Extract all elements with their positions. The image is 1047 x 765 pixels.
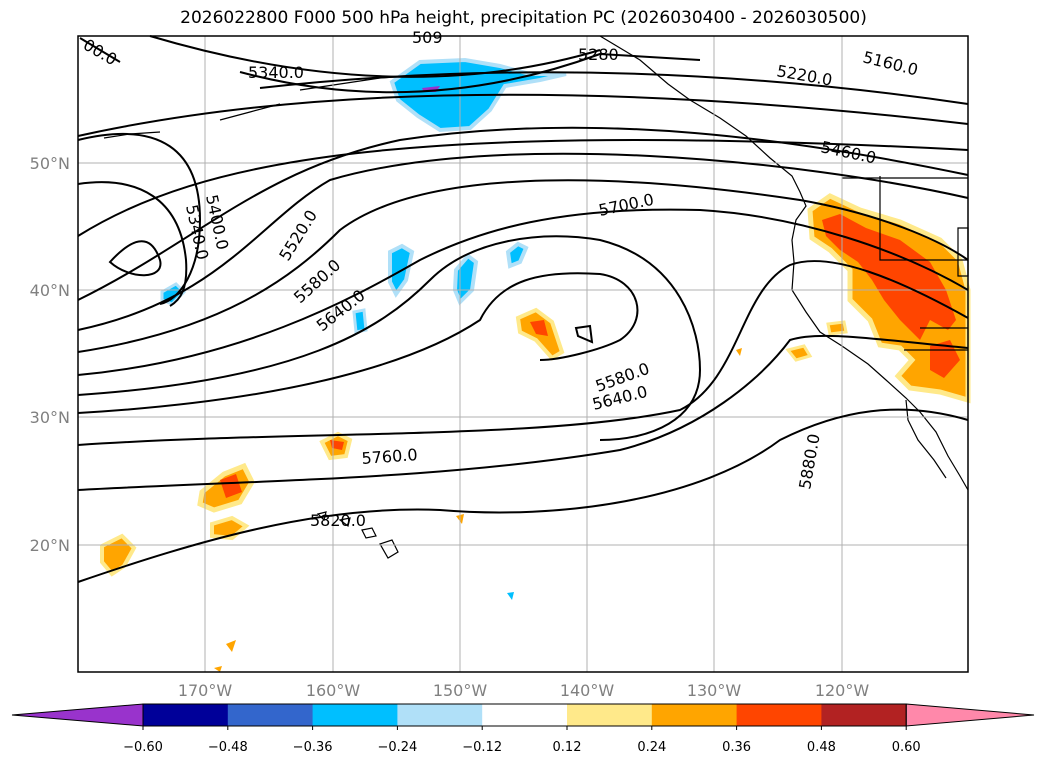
latitude-tick-labels: 50°N 40°N 30°N 20°N: [30, 154, 70, 555]
contour-label: 5700.0: [597, 190, 656, 220]
lat-tick-label: 50°N: [30, 154, 70, 173]
colorbar: −0.60 −0.48 −0.36 −0.24 −0.12 0.12 0.24 0.36 0.4…: [11, 703, 1035, 755]
colorbar-tick-label: 0.12: [553, 740, 582, 755]
contour-label: 00.0: [80, 35, 120, 69]
height-contours: [77, 35, 969, 583]
contour-label-group: 5340.0 5280 5220.0 5160.0 5460.0 5400.0 …: [80, 28, 920, 530]
map-frame: [77, 35, 969, 673]
colorbar-swatch: [397, 704, 483, 726]
lon-tick-label: 170°W: [178, 681, 233, 700]
colorbar-tick-label: 0.60: [892, 740, 921, 755]
colorbar-tick-label: 0.48: [807, 740, 836, 755]
precipitation-shading: [100, 57, 971, 672]
colorbar-swatch: [736, 704, 822, 726]
colorbar-tick-label: 0.36: [722, 740, 751, 755]
lat-tick-label: 40°N: [30, 281, 70, 300]
colorbar-tick-label: −0.24: [377, 740, 417, 755]
longitude-tick-labels: 170°W 160°W 150°W 140°W 130°W 120°W: [178, 681, 870, 700]
contour-label: 5760.0: [361, 445, 418, 468]
contour-label: 5820.0: [310, 511, 366, 530]
contour-label: 5340.0: [248, 63, 304, 82]
colorbar-tick-label: −0.48: [208, 740, 248, 755]
contour-label: 5280: [578, 45, 619, 64]
colorbar-swatch: [651, 704, 738, 726]
lon-tick-label: 120°W: [815, 681, 870, 700]
colorbar-swatch: [227, 704, 314, 726]
map-title: 2026022800 F000 500 hPa height, precipit…: [180, 8, 867, 28]
lon-tick-label: 150°W: [433, 681, 488, 700]
colorbar-swatch: [482, 704, 568, 726]
colorbar-outline: [142, 703, 907, 727]
graticule: [78, 36, 968, 672]
contour-label: 5160.0: [861, 47, 920, 79]
colorbar-extend-max: [905, 703, 1035, 727]
contour-label: 5580.0: [290, 255, 344, 307]
colorbar-swatch: [312, 704, 398, 726]
colorbar-swatch: [821, 704, 907, 726]
colorbar-tick-label: −0.60: [123, 740, 163, 755]
colorbar-tick-label: −0.12: [462, 740, 502, 755]
colorbar-tick-label: −0.36: [293, 740, 333, 755]
lat-tick-label: 20°N: [30, 536, 70, 555]
contour-label: 5880.0: [795, 432, 823, 490]
colorbar-tick-label: 0.24: [637, 740, 666, 755]
lon-tick-label: 130°W: [687, 681, 742, 700]
colorbar-extend-min: [11, 703, 144, 727]
colorbar-swatch: [143, 704, 229, 726]
contour-label: 509: [412, 28, 443, 47]
lat-tick-label: 30°N: [30, 408, 70, 427]
colorbar-swatch: [567, 704, 653, 726]
lon-tick-label: 140°W: [560, 681, 615, 700]
lon-tick-label: 160°W: [306, 681, 361, 700]
